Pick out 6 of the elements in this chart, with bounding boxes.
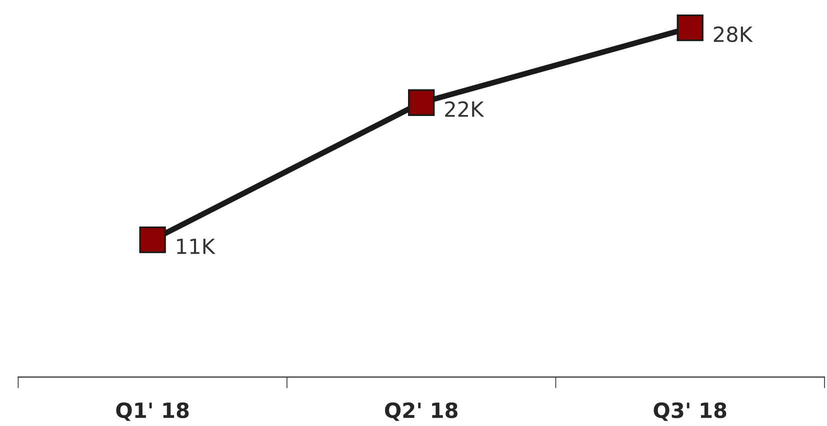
data-label: 22K: [445, 101, 484, 117]
x-tick-label: Q3' 18: [654, 402, 726, 421]
data-label: 11K: [177, 238, 216, 254]
x-tick-label: Q2' 18: [384, 402, 458, 421]
data-label: 28K: [714, 26, 753, 42]
x-tick-label: Q1' 18: [116, 402, 189, 421]
